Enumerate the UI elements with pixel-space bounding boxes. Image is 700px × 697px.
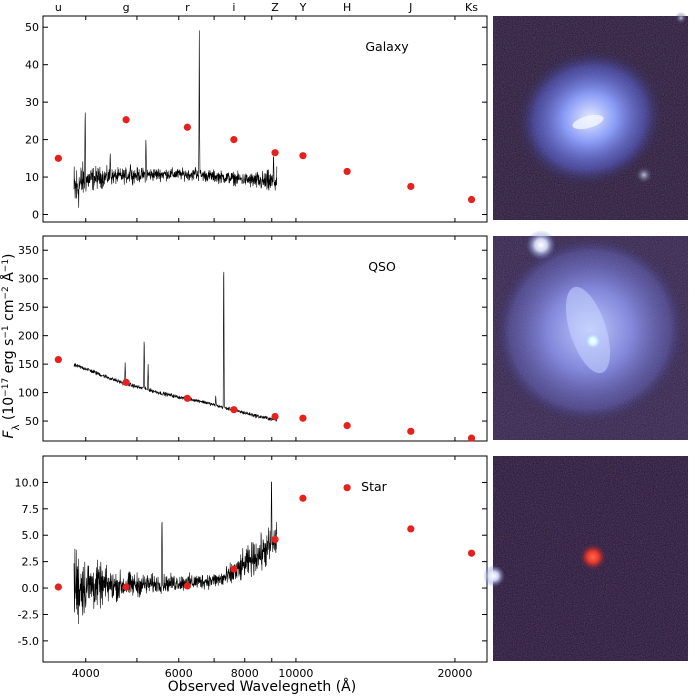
galaxy-ytick-label: 10 — [25, 171, 39, 184]
band-label-h: H — [343, 1, 351, 14]
star-photometry-point — [467, 549, 476, 557]
qso-ytick-label: 100 — [18, 387, 39, 400]
galaxy-photometry-point — [183, 123, 191, 131]
qso-spectrum-line — [73, 271, 278, 422]
qso-photometry-point — [467, 434, 476, 442]
galaxy-ytick-label: 50 — [25, 21, 39, 34]
star-photometry-point — [343, 484, 351, 492]
galaxy-ytick-label: 0 — [32, 209, 39, 222]
galaxy-ytick-label: 40 — [25, 59, 39, 72]
qso-photometry-point — [54, 355, 62, 364]
star-label: Star — [361, 479, 387, 494]
galaxy-label: Galaxy — [365, 39, 409, 54]
galaxy-photometry-point — [467, 195, 476, 204]
galaxy-ytick-label: 20 — [25, 134, 39, 147]
qso-image — [493, 230, 688, 440]
star-photometry-point — [122, 583, 130, 591]
star-photometry-point — [271, 535, 279, 544]
qso-label: QSO — [368, 259, 396, 274]
xtick-label-4000: 4000 — [72, 667, 100, 680]
galaxy-photometry-point — [407, 182, 415, 191]
galaxy-ytick-label: 30 — [25, 96, 39, 109]
xtick-label-6000: 6000 — [165, 667, 193, 680]
xtick-label-10000: 10000 — [278, 667, 313, 680]
band-label-g: g — [123, 1, 130, 14]
galaxy-image — [493, 12, 688, 220]
xtick-label-20000: 20000 — [437, 667, 472, 680]
qso-ytick-label: 200 — [18, 330, 39, 343]
qso-ytick-label: 250 — [18, 301, 39, 314]
qso-photometry-point — [230, 406, 238, 414]
qso-ytick-label: 300 — [18, 273, 39, 286]
band-label-i: i — [232, 1, 235, 14]
star-ytick-label: -2.5 — [18, 608, 39, 621]
star-frame — [42, 455, 488, 663]
band-label-z: Z — [271, 1, 279, 14]
band-label-u: u — [55, 1, 62, 14]
star-image — [483, 456, 688, 661]
star-photometry-point — [54, 583, 62, 591]
star-ytick-label: 10.0 — [15, 476, 40, 489]
qso-ytick-label: 50 — [25, 415, 39, 428]
xtick-label-8000: 8000 — [231, 667, 259, 680]
star-ytick-label: 7.5 — [22, 503, 40, 516]
star-ytick-label: 2.5 — [22, 556, 40, 569]
qso-photometry-point — [122, 378, 130, 386]
galaxy-frame — [42, 15, 488, 223]
star-ytick-label: 5.0 — [22, 529, 40, 542]
galaxy-photometry-point — [271, 149, 279, 157]
qso-photometry-point — [183, 394, 191, 402]
svg-text:Fλ (10−17 erg s−1 cm−2 Å−1): Fλ (10−17 erg s−1 cm−2 Å−1) — [0, 253, 22, 438]
band-label-ks: Ks — [465, 1, 478, 14]
x-axis-title: Observed Wavelegneth (Å) — [168, 678, 356, 695]
galaxy-photometry-point — [54, 154, 62, 162]
band-label-y: Y — [299, 1, 307, 14]
star-ytick-label: 0.0 — [22, 582, 40, 595]
qso-ytick-label: 150 — [18, 358, 39, 371]
band-labels: u g r i Z Y H J Ks — [55, 1, 478, 14]
qso-photometry-point — [299, 414, 307, 422]
qso-photometry-point — [343, 422, 351, 430]
qso-photometry-point — [407, 427, 415, 435]
galaxy-photometry-point — [230, 136, 238, 144]
galaxy-panel: 0 10 20 30 40 50 Galaxy — [25, 15, 488, 223]
galaxy-photometry-point — [122, 116, 130, 124]
galaxy-photometry-point — [343, 167, 351, 176]
band-label-j: J — [408, 1, 412, 14]
qso-photometry-point — [271, 412, 279, 421]
star-photometry-point — [230, 565, 238, 573]
qso-panel: 50 100 150 200 250 300 350 QSO — [18, 235, 488, 442]
galaxy-photometry-point — [299, 152, 307, 160]
star-photometry-point — [299, 494, 307, 502]
qso-ytick-label: 350 — [18, 244, 39, 257]
qso-frame — [42, 235, 488, 442]
band-label-r: r — [185, 1, 190, 14]
star-photometry-point — [183, 582, 191, 590]
y-axis-title: Fλ (10−17 erg s−1 cm−2 Å−1) — [0, 253, 22, 438]
star-panel: -5.0 -2.5 0.0 2.5 5.0 7.5 10.0 4000 6000 8000 1000… — [15, 455, 488, 680]
galaxy-spectrum-line — [73, 30, 278, 208]
chart-panels: 0 10 20 30 40 50 Galaxy 50 100 150 200 250 300 350 QSO… — [15, 15, 488, 680]
star-ytick-label: -5.0 — [18, 635, 39, 648]
star-spectrum-line — [73, 481, 278, 624]
star-photometry-point — [407, 525, 415, 533]
